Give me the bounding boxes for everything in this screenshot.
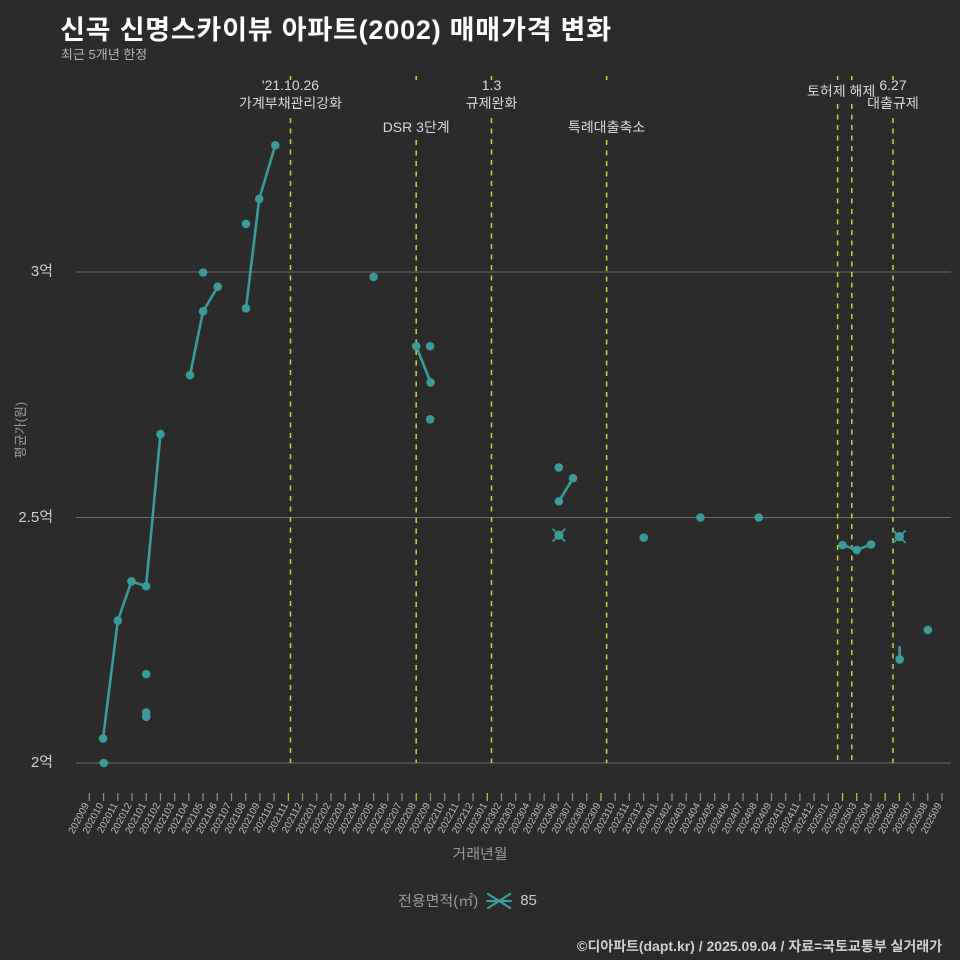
- svg-text:대출규제: 대출규제: [867, 95, 919, 111]
- svg-text:6.27: 6.27: [879, 77, 906, 93]
- svg-text:DSR 3단계: DSR 3단계: [383, 119, 450, 135]
- svg-text:2.5억: 2.5억: [18, 509, 53, 526]
- svg-text:가계부채관리강화: 가계부채관리강화: [239, 95, 342, 111]
- svg-text:'21.10.26: '21.10.26: [262, 77, 319, 93]
- svg-text:2억: 2억: [31, 754, 53, 771]
- svg-text:토허제 해제: 토허제 해제: [807, 83, 875, 99]
- svg-text:1.3: 1.3: [482, 77, 502, 93]
- svg-text:특례대출축소: 특례대출축소: [568, 119, 645, 135]
- svg-text:3억: 3억: [31, 263, 53, 280]
- svg-text:규제완화: 규제완화: [466, 95, 518, 111]
